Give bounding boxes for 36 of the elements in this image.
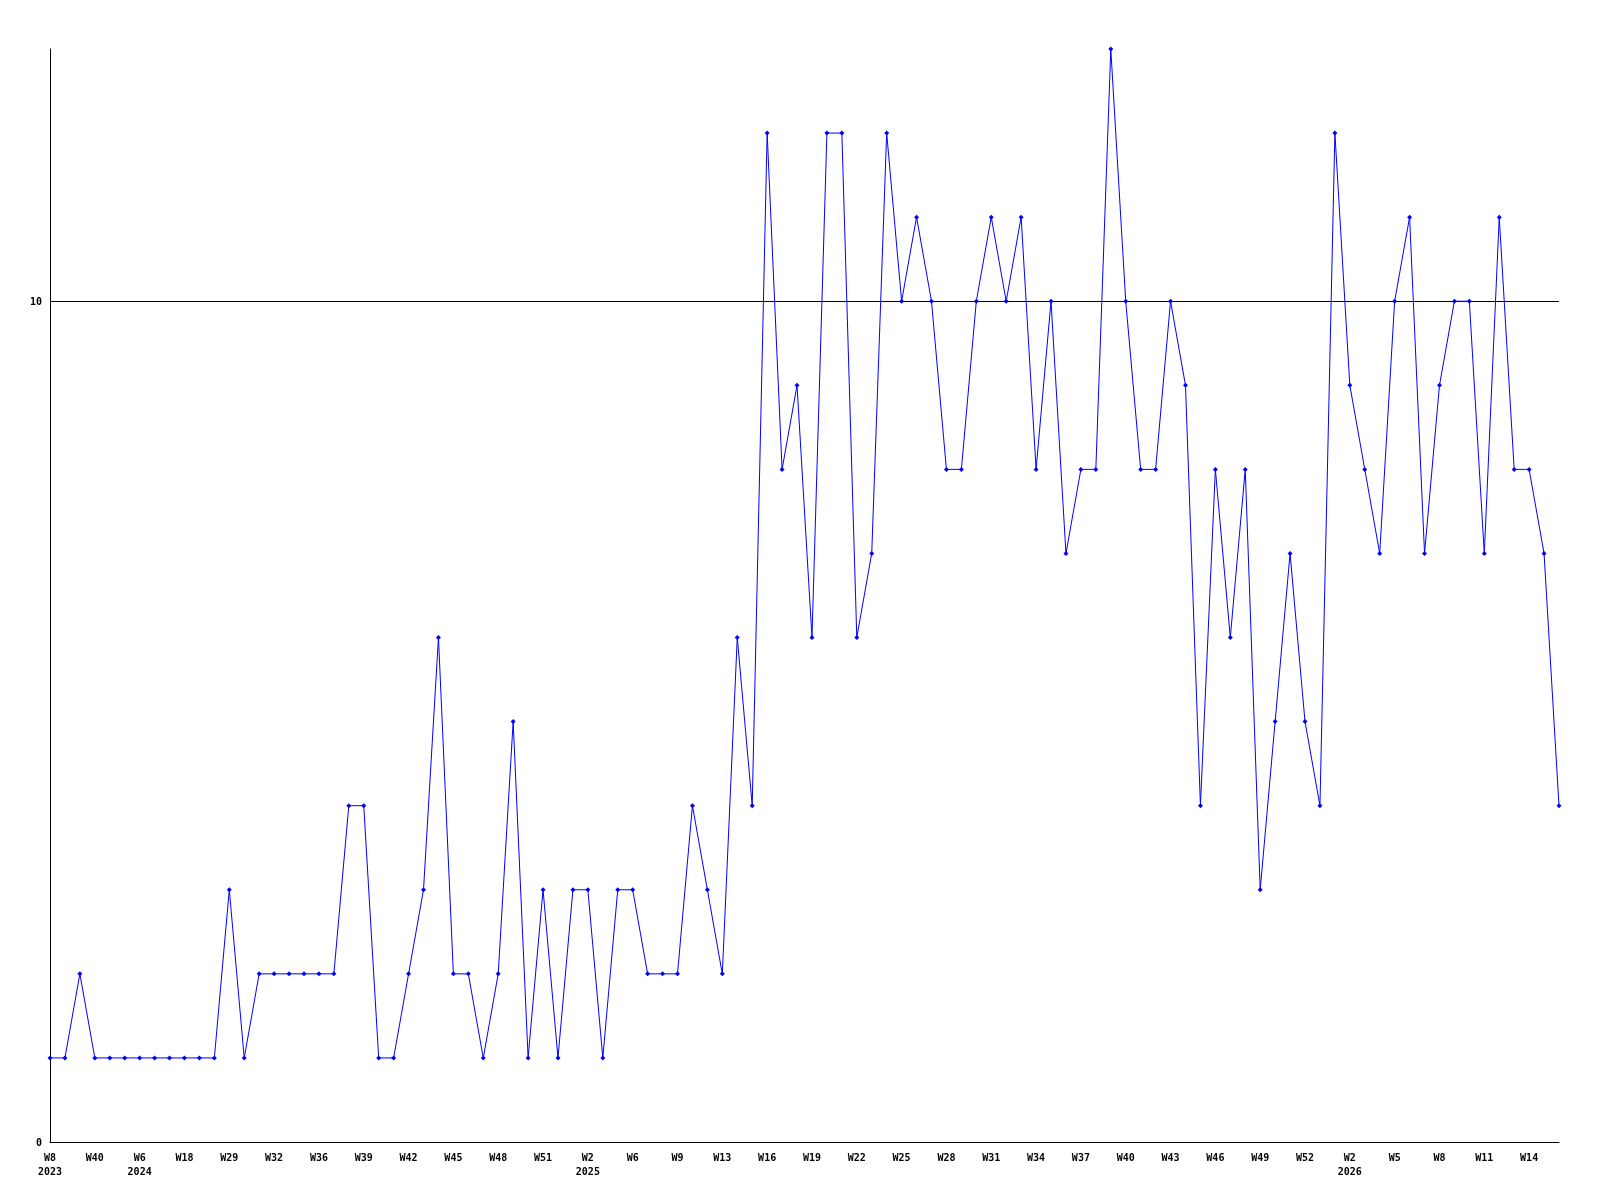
x-tick-label: W51 — [534, 1151, 553, 1163]
x-tick-label: W28 — [937, 1151, 956, 1163]
x-tick-label: W31 — [982, 1151, 1001, 1163]
x-tick-label: W2 2025 — [575, 1151, 600, 1177]
x-tick-label: W49 — [1251, 1151, 1270, 1163]
x-tick-label: W48 — [489, 1151, 508, 1163]
x-tick-label: W52 — [1295, 1151, 1315, 1163]
y-tick-label: 10 — [29, 295, 42, 307]
x-tick-label: W5 — [1388, 1151, 1401, 1163]
x-tick-label: W29 — [220, 1151, 239, 1163]
x-tick-label: W13 — [713, 1151, 732, 1163]
x-tick-label: W11 — [1475, 1151, 1494, 1163]
x-tick-label: W18 — [175, 1151, 194, 1163]
x-tick-label: W40 — [1116, 1151, 1135, 1163]
x-tick-label: W6 — [626, 1151, 639, 1163]
x-tick-label: W8 — [1433, 1151, 1446, 1163]
x-tick-label: W36 — [309, 1151, 328, 1163]
x-tick-label: W19 — [802, 1151, 821, 1163]
x-tick-label: W39 — [354, 1151, 373, 1163]
x-tick-label: W46 — [1206, 1151, 1225, 1163]
x-tick-label: W16 — [758, 1151, 777, 1163]
x-tick-label: W34 — [1027, 1151, 1046, 1163]
x-tick-label: W37 — [1071, 1151, 1090, 1163]
y-tick-label: 0 — [35, 1136, 42, 1148]
x-tick-label: W14 — [1520, 1151, 1539, 1163]
x-tick-label: W9 — [671, 1151, 684, 1163]
x-tick-label: W43 — [1161, 1151, 1180, 1163]
x-tick-label: W40 — [85, 1151, 104, 1163]
x-tick-label: W25 — [892, 1151, 911, 1163]
x-tick-label: W32 — [265, 1151, 284, 1163]
x-tick-label: W6 2024 — [127, 1151, 152, 1177]
x-tick-label: W8 2023 — [37, 1151, 63, 1177]
x-tick-label: W2 2026 — [1337, 1151, 1362, 1177]
x-tick-label: W42 — [399, 1151, 418, 1163]
x-tick-label: W22 — [847, 1151, 866, 1163]
x-tick-label: W45 — [444, 1151, 463, 1163]
